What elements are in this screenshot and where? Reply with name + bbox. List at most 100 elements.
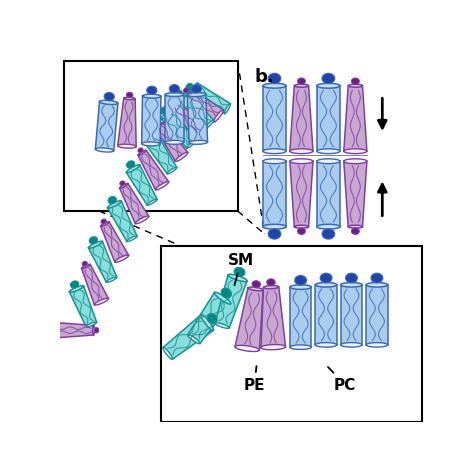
Polygon shape <box>142 96 161 144</box>
Ellipse shape <box>298 78 305 84</box>
Polygon shape <box>341 285 362 345</box>
Polygon shape <box>261 287 285 347</box>
Ellipse shape <box>206 120 214 128</box>
Ellipse shape <box>267 279 275 286</box>
Text: b.: b. <box>255 68 274 86</box>
Ellipse shape <box>294 84 309 87</box>
Ellipse shape <box>120 181 125 185</box>
Ellipse shape <box>366 343 388 347</box>
Ellipse shape <box>160 107 168 114</box>
Ellipse shape <box>119 183 128 188</box>
Ellipse shape <box>171 100 175 105</box>
Polygon shape <box>344 161 367 227</box>
Ellipse shape <box>320 273 332 283</box>
Polygon shape <box>290 86 313 151</box>
Ellipse shape <box>88 241 102 248</box>
Ellipse shape <box>201 315 214 330</box>
Ellipse shape <box>317 83 340 88</box>
Ellipse shape <box>317 159 340 164</box>
Polygon shape <box>315 285 337 345</box>
Ellipse shape <box>298 228 305 235</box>
Ellipse shape <box>263 83 286 88</box>
Polygon shape <box>215 275 247 328</box>
Ellipse shape <box>147 199 157 205</box>
Polygon shape <box>165 95 183 142</box>
Ellipse shape <box>165 93 183 97</box>
Ellipse shape <box>126 164 140 173</box>
Ellipse shape <box>263 159 286 164</box>
Ellipse shape <box>221 288 231 298</box>
Ellipse shape <box>191 85 201 93</box>
Ellipse shape <box>155 182 169 190</box>
Polygon shape <box>290 161 313 227</box>
Ellipse shape <box>167 167 177 174</box>
Ellipse shape <box>127 236 137 242</box>
Polygon shape <box>176 92 214 128</box>
Ellipse shape <box>268 73 281 84</box>
Text: PC: PC <box>328 367 356 392</box>
Ellipse shape <box>190 83 198 97</box>
Ellipse shape <box>224 103 230 114</box>
Ellipse shape <box>138 150 146 155</box>
Ellipse shape <box>127 92 133 98</box>
Polygon shape <box>119 184 149 224</box>
Polygon shape <box>344 86 367 151</box>
Ellipse shape <box>234 267 245 276</box>
Ellipse shape <box>214 292 231 304</box>
Ellipse shape <box>195 128 206 139</box>
Polygon shape <box>145 134 177 174</box>
Ellipse shape <box>248 287 263 291</box>
Ellipse shape <box>101 219 106 224</box>
Ellipse shape <box>341 343 362 347</box>
Ellipse shape <box>317 224 340 229</box>
Text: SM: SM <box>228 253 255 285</box>
Ellipse shape <box>228 274 247 282</box>
Ellipse shape <box>261 345 285 350</box>
Polygon shape <box>235 288 263 350</box>
Ellipse shape <box>187 92 206 97</box>
Polygon shape <box>100 222 128 262</box>
Ellipse shape <box>104 92 114 101</box>
Ellipse shape <box>95 148 114 152</box>
Ellipse shape <box>235 346 259 352</box>
Polygon shape <box>89 242 117 282</box>
Ellipse shape <box>147 86 157 94</box>
Ellipse shape <box>155 121 160 125</box>
Ellipse shape <box>290 159 313 164</box>
Ellipse shape <box>315 343 337 347</box>
Ellipse shape <box>82 264 91 269</box>
Ellipse shape <box>344 149 367 154</box>
Polygon shape <box>317 86 340 151</box>
Ellipse shape <box>186 141 196 148</box>
Bar <box>161 246 422 422</box>
Ellipse shape <box>315 283 337 287</box>
Ellipse shape <box>290 285 311 289</box>
Ellipse shape <box>124 97 135 100</box>
Ellipse shape <box>252 281 260 288</box>
Polygon shape <box>155 123 188 161</box>
Ellipse shape <box>215 323 229 328</box>
Ellipse shape <box>290 149 313 154</box>
Ellipse shape <box>82 262 87 266</box>
Ellipse shape <box>348 84 363 87</box>
Ellipse shape <box>169 85 180 93</box>
Ellipse shape <box>174 90 182 98</box>
Ellipse shape <box>115 255 128 263</box>
Polygon shape <box>55 322 93 338</box>
Polygon shape <box>118 98 136 146</box>
Polygon shape <box>190 83 230 114</box>
Ellipse shape <box>108 196 116 204</box>
Polygon shape <box>263 86 286 151</box>
Ellipse shape <box>344 159 367 164</box>
Polygon shape <box>95 101 118 151</box>
Ellipse shape <box>143 94 161 98</box>
Ellipse shape <box>144 131 152 138</box>
Ellipse shape <box>341 283 362 287</box>
Ellipse shape <box>175 152 188 162</box>
Ellipse shape <box>317 149 340 154</box>
Ellipse shape <box>188 335 200 344</box>
Ellipse shape <box>161 109 173 119</box>
Polygon shape <box>138 150 169 190</box>
Ellipse shape <box>165 140 183 144</box>
Ellipse shape <box>351 228 359 235</box>
